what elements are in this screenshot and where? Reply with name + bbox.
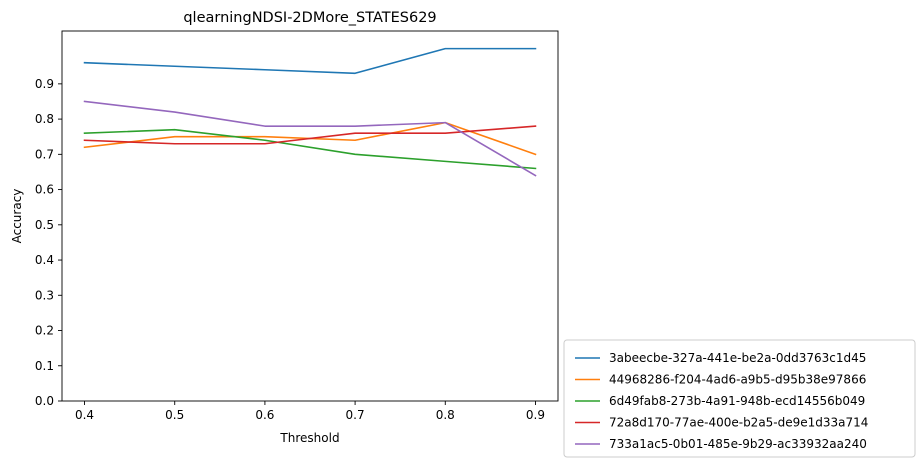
x-tick-label: 0.9 xyxy=(526,408,545,422)
series-layer xyxy=(83,47,537,177)
x-tick-label: 0.8 xyxy=(436,408,455,422)
y-tick-label: 0.9 xyxy=(35,77,54,91)
series-line-5 xyxy=(83,100,537,177)
legend-box xyxy=(563,339,916,458)
legend-label-4: 72a8d170-77ae-400e-b2a5-de9e1d33a714 xyxy=(609,416,868,430)
legend-label-5: 733a1ac5-0b01-485e-9b29-ac33932aa240 xyxy=(609,437,867,451)
y-axis-label: Accuracy xyxy=(10,189,24,244)
y-axis: 0.0 0.1 0.2 0.3 0.4 0.5 0.6 0.7 0.8 0.9 xyxy=(35,77,62,408)
y-tick-label: 0.7 xyxy=(35,147,54,161)
legend: 3abeecbe-327a-441e-be2a-0dd3763c1d45 4496… xyxy=(563,339,916,458)
y-tick-label: 0.6 xyxy=(35,183,54,197)
y-tick-label: 0.5 xyxy=(35,218,54,232)
x-tick-label: 0.7 xyxy=(346,408,365,422)
legend-label-1: 3abeecbe-327a-441e-be2a-0dd3763c1d45 xyxy=(609,351,866,365)
y-tick-label: 0.0 xyxy=(35,394,54,408)
x-tick-label: 0.5 xyxy=(165,408,184,422)
y-tick-label: 0.2 xyxy=(35,324,54,338)
x-tick-label: 0.4 xyxy=(75,408,94,422)
y-tick-label: 0.1 xyxy=(35,359,54,373)
x-axis-label: Threshold xyxy=(279,431,339,445)
y-tick-label: 0.3 xyxy=(35,288,54,302)
series-line-3 xyxy=(83,128,537,170)
y-tick-label: 0.4 xyxy=(35,253,54,267)
y-tick-label: 0.8 xyxy=(35,112,54,126)
legend-label-2: 44968286-f204-4ad6-a9b5-d95b38e97866 xyxy=(609,373,866,387)
legend-items: 3abeecbe-327a-441e-be2a-0dd3763c1d45 4496… xyxy=(575,351,868,451)
legend-label-3: 6d49fab8-273b-4a91-948b-ecd14556b049 xyxy=(609,394,865,408)
x-axis: 0.4 0.5 0.6 0.7 0.8 0.9 xyxy=(75,401,545,422)
chart-title: qlearningNDSI-2DMore_STATES629 xyxy=(183,10,436,26)
x-tick-label: 0.6 xyxy=(255,408,274,422)
plot-area-frame xyxy=(61,30,559,402)
series-line-1 xyxy=(83,47,537,75)
